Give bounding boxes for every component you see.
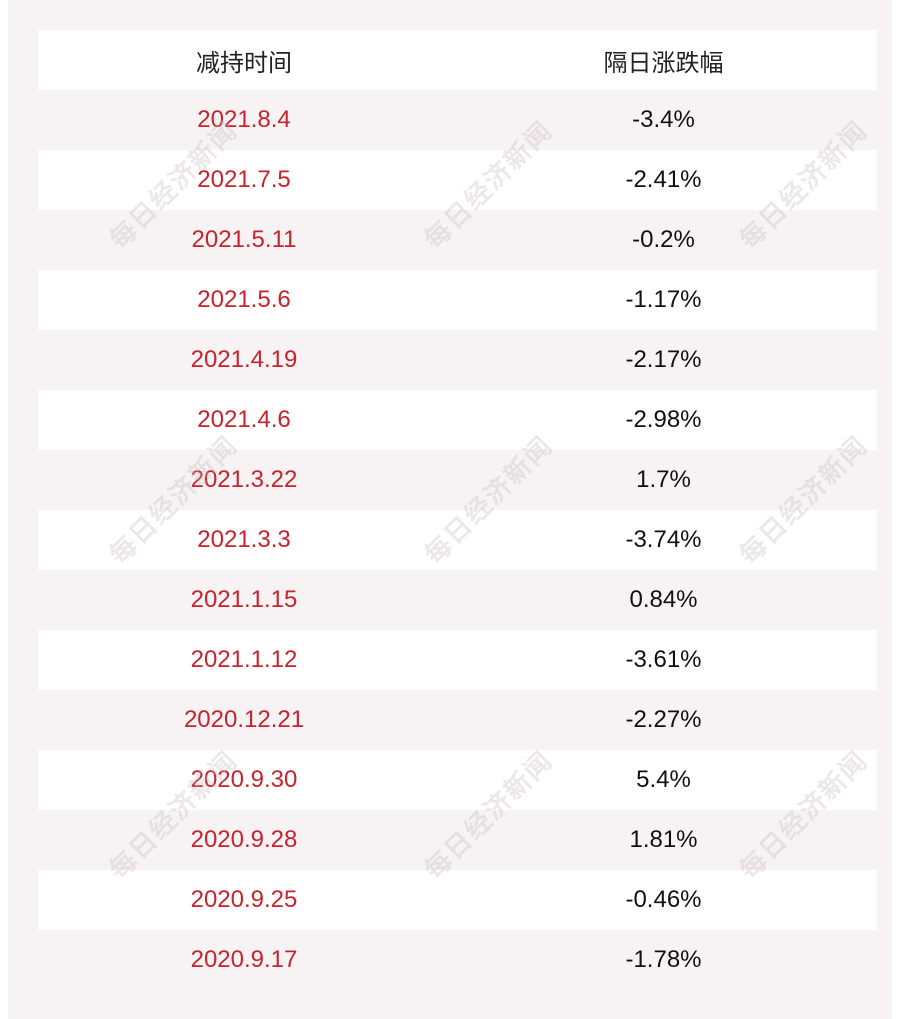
reduction-date-cell: 2020.9.25 xyxy=(190,886,298,913)
reduction-date-cell: 2021.3.22 xyxy=(190,466,298,493)
header-reduction-date: 减持时间 xyxy=(196,49,292,77)
holdings-reduction-table: 减持时间 隔日涨跌幅 2021.8.4 -3.4% 2021.7.5 -2.41% 20… xyxy=(38,30,877,990)
table-row: 2021.4.6 -2.98% xyxy=(38,390,877,450)
next-day-change-cell: 1.7% xyxy=(636,466,691,493)
next-day-change-cell: -2.41% xyxy=(625,166,702,193)
reduction-date-cell: 2020.9.28 xyxy=(190,826,298,853)
table-row: 2021.1.15 0.84% xyxy=(38,570,877,630)
table-row: 2021.4.19 -2.17% xyxy=(38,330,877,390)
reduction-date-cell: 2021.4.6 xyxy=(197,406,291,433)
next-day-change-cell: -1.17% xyxy=(625,286,702,313)
reduction-date-cell: 2021.3.3 xyxy=(197,526,291,553)
reduction-date-cell: 2021.7.5 xyxy=(197,166,291,193)
table-body: 2021.8.4 -3.4% 2021.7.5 -2.41% 2021.5.11 -0.2… xyxy=(38,90,877,990)
table-row: 2021.5.6 -1.17% xyxy=(38,270,877,330)
table-row: 2021.3.3 -3.74% xyxy=(38,510,877,570)
next-day-change-cell: -3.74% xyxy=(625,526,702,553)
next-day-change-cell: -0.2% xyxy=(632,226,695,253)
reduction-date-cell: 2021.5.11 xyxy=(191,226,297,253)
reduction-date-cell: 2020.12.21 xyxy=(183,706,305,733)
next-day-change-cell: -3.61% xyxy=(625,646,702,673)
table-row: 2021.8.4 -3.4% xyxy=(38,90,877,150)
next-day-change-cell: 5.4% xyxy=(636,766,691,793)
reduction-date-cell: 2021.8.4 xyxy=(197,106,291,133)
header-next-day-change: 隔日涨跌幅 xyxy=(603,49,724,77)
next-day-change-cell: 1.81% xyxy=(629,826,698,853)
next-day-change-cell: -1.78% xyxy=(625,946,702,973)
table-row: 2021.3.22 1.7% xyxy=(38,450,877,510)
reduction-date-cell: 2021.1.15 xyxy=(190,586,298,613)
table-row: 2020.9.25 -0.46% xyxy=(38,870,877,930)
reduction-date-cell: 2020.9.17 xyxy=(190,946,298,973)
next-day-change-cell: -2.27% xyxy=(625,706,702,733)
table-row: 2020.9.30 5.4% xyxy=(38,750,877,810)
table-row: 2020.9.28 1.81% xyxy=(38,810,877,870)
next-day-change-cell: 0.84% xyxy=(629,586,698,613)
table-row: 2021.1.12 -3.61% xyxy=(38,630,877,690)
table-row: 2021.5.11 -0.2% xyxy=(38,210,877,270)
table-row: 2020.9.17 -1.78% xyxy=(38,930,877,990)
table-row: 2020.12.21 -2.27% xyxy=(38,690,877,750)
next-day-change-cell: -2.17% xyxy=(625,346,702,373)
next-day-change-cell: -3.4% xyxy=(632,106,695,133)
reduction-date-cell: 2021.1.12 xyxy=(190,646,298,673)
table-row: 2021.7.5 -2.41% xyxy=(38,150,877,210)
next-day-change-cell: -2.98% xyxy=(625,406,702,433)
table-header-row: 减持时间 隔日涨跌幅 xyxy=(38,30,877,90)
reduction-date-cell: 2021.5.6 xyxy=(197,286,291,313)
reduction-date-cell: 2021.4.19 xyxy=(190,346,298,373)
next-day-change-cell: -0.46% xyxy=(625,886,702,913)
reduction-date-cell: 2020.9.30 xyxy=(190,766,298,793)
